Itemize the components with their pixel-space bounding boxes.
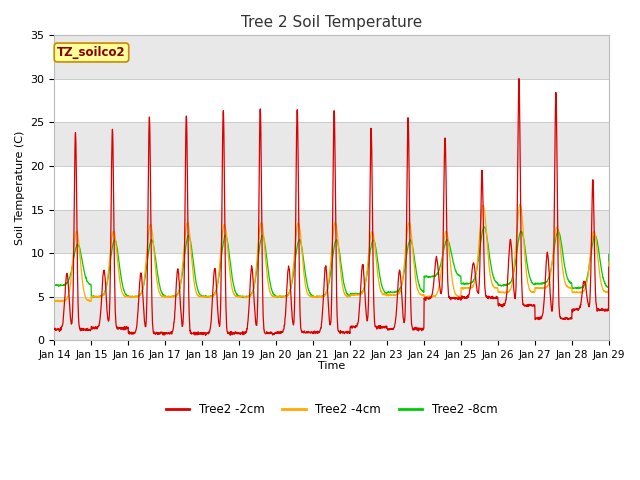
Text: TZ_soilco2: TZ_soilco2 [57,46,126,59]
Bar [54,36,609,79]
Legend: Tree2 -2cm, Tree2 -4cm, Tree2 -8cm: Tree2 -2cm, Tree2 -4cm, Tree2 -8cm [161,398,502,420]
Y-axis label: Soil Temperature (C): Soil Temperature (C) [15,131,25,245]
Bar [54,210,609,253]
Bar [54,122,609,166]
Bar [54,79,609,122]
Bar [54,297,609,340]
Bar [54,166,609,210]
Title: Tree 2 Soil Temperature: Tree 2 Soil Temperature [241,15,422,30]
Bar [54,253,609,297]
X-axis label: Time: Time [318,361,345,372]
